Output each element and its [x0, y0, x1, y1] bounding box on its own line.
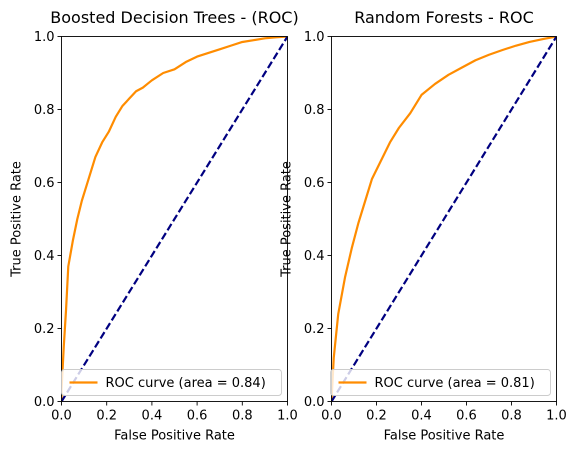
rf-y-tick-label: 0.6 [304, 176, 325, 191]
rf-y-tick-label: 0.8 [304, 103, 325, 118]
bdt-legend: ROC curve (area = 0.84) [61, 369, 282, 396]
bdt-y-tick-label: 0.2 [34, 322, 55, 337]
rf-x-axis-label: False Positive Rate [384, 429, 505, 444]
rf-y-tick-label: 0.4 [304, 249, 325, 264]
bdt-chance-line [61, 36, 288, 402]
bdt-x-tick-label: 0.8 [232, 409, 253, 424]
bdt-x-tick-label: 0.6 [187, 409, 208, 424]
bdt-roc-chart: Boosted Decision Trees - (ROC) 0.0 0.2 0.4 0… [10, 8, 299, 444]
bdt-x-tick-label: 0.0 [51, 409, 72, 424]
bdt-roc-curve [61, 36, 288, 402]
rf-x-tick-label: 0.0 [321, 409, 342, 424]
rf-x-tick-label: 0.2 [366, 409, 387, 424]
bdt-y-tick-label: 0.4 [34, 249, 55, 264]
rf-legend: ROC curve (area = 0.81) [330, 369, 551, 396]
bdt-legend-box [61, 369, 282, 396]
bdt-y-tick-label: 0.6 [34, 176, 55, 191]
bdt-axes-frame [61, 36, 288, 402]
bdt-x-tick-label: 1.0 [277, 409, 298, 424]
rf-x-tick-label: 0.6 [456, 409, 477, 424]
bdt-x-tick-label: 0.2 [96, 409, 117, 424]
rf-roc-curve [331, 36, 557, 402]
rf-y-tick-label: 1.0 [304, 30, 325, 45]
rf-plot-area [331, 36, 557, 402]
bdt-x-tick-label: 0.4 [142, 409, 163, 424]
bdt-y-axis-label: True Positive Rate [10, 161, 25, 278]
rf-legend-box [330, 369, 551, 396]
bdt-x-axis-label: False Positive Rate [114, 429, 235, 444]
bdt-plot-area [61, 36, 288, 402]
bdt-y-tick-label: 1.0 [34, 30, 55, 45]
rf-chart-title: Random Forests - ROC [354, 8, 534, 27]
rf-chance-line [331, 36, 557, 402]
rf-roc-chart: Random Forests - ROC 0.0 0.2 0.4 0.6 0.8 1.0 0.… [280, 8, 567, 444]
bdt-y-tick-label: 0.0 [34, 395, 55, 410]
bdt-y-tick-label: 0.8 [34, 103, 55, 118]
rf-x-tick-label: 0.8 [501, 409, 522, 424]
rf-y-tick-label: 0.2 [304, 322, 325, 337]
rf-x-tick-label: 0.4 [411, 409, 432, 424]
bdt-chart-title: Boosted Decision Trees - (ROC) [50, 8, 298, 27]
rf-y-tick-label: 0.0 [304, 395, 325, 410]
rf-axes-frame [331, 36, 557, 402]
rf-legend-label: ROC curve (area = 0.81) [375, 376, 535, 391]
rf-x-tick-label: 1.0 [546, 409, 567, 424]
rf-y-axis-label: True Positive Rate [280, 161, 295, 278]
bdt-legend-label: ROC curve (area = 0.84) [106, 376, 266, 391]
